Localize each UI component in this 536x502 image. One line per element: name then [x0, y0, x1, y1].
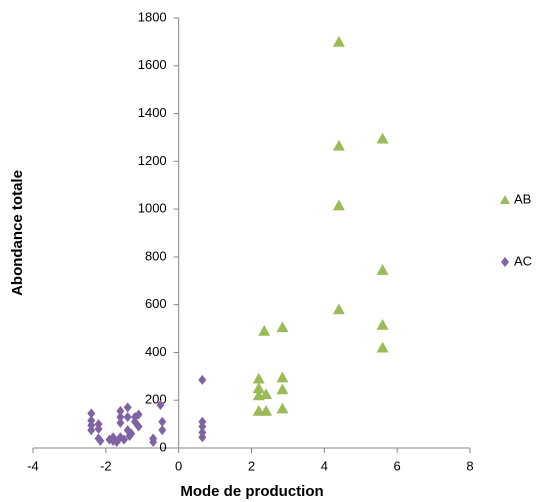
y-tick-label: 1400: [138, 105, 167, 120]
y-tick-label: 1000: [138, 201, 167, 216]
y-axis-title: Abondance totale: [9, 170, 26, 296]
data-point: [87, 408, 96, 419]
x-axis-title: Mode de production: [180, 483, 323, 500]
data-point: [258, 324, 271, 336]
data-point: [260, 388, 273, 400]
y-tick-label: 1600: [138, 57, 167, 72]
data-point: [332, 139, 345, 151]
legend-marker: [501, 257, 509, 267]
data-point: [120, 434, 129, 445]
y-tick-label: 0: [159, 439, 166, 454]
x-tick-label: 4: [321, 458, 328, 473]
x-tick-label: 2: [248, 458, 255, 473]
x-tick-label: -4: [27, 458, 39, 473]
data-point: [96, 435, 105, 446]
data-point: [332, 303, 345, 315]
data-point: [123, 411, 132, 422]
x-tick-label: 8: [466, 458, 473, 473]
data-point: [276, 371, 289, 383]
data-point: [198, 432, 207, 443]
y-tick-label: 600: [145, 296, 167, 311]
data-point: [123, 402, 132, 413]
data-point: [276, 321, 289, 333]
data-point: [376, 318, 389, 330]
data-point: [87, 425, 96, 436]
data-point: [376, 341, 389, 353]
data-point: [116, 417, 125, 428]
y-tick-label: 1800: [138, 9, 167, 24]
legend-label: AB: [514, 191, 531, 206]
data-point: [260, 404, 273, 416]
data-point: [376, 132, 389, 144]
data-point: [116, 411, 125, 422]
data-point: [376, 264, 389, 275]
data-point: [332, 35, 345, 47]
data-point: [276, 402, 289, 414]
x-tick-label: 0: [175, 458, 182, 473]
x-tick-label: -2: [100, 458, 112, 473]
y-tick-label: 400: [145, 344, 167, 359]
legend-marker: [500, 195, 510, 204]
data-point: [252, 382, 265, 394]
data-point: [94, 423, 103, 434]
y-tick-label: 1200: [138, 153, 167, 168]
data-point: [127, 428, 136, 439]
data-point: [276, 383, 289, 395]
data-point: [198, 421, 207, 432]
legend-label: AC: [514, 253, 532, 268]
data-point: [332, 199, 345, 211]
data-point: [156, 400, 165, 410]
data-point: [198, 374, 207, 385]
data-point: [116, 405, 125, 416]
data-point: [134, 409, 143, 420]
data-point: [252, 372, 265, 384]
data-point: [134, 421, 143, 432]
data-point: [158, 416, 167, 427]
data-point: [149, 437, 158, 448]
x-tick-label: 6: [394, 458, 401, 473]
y-tick-label: 800: [145, 248, 167, 263]
data-point: [158, 425, 167, 436]
